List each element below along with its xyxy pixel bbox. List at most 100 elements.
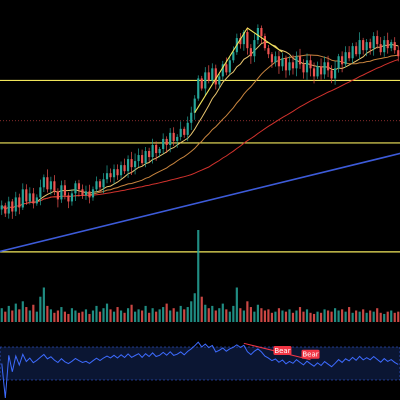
volume-bar — [302, 311, 305, 322]
volume-bar — [144, 305, 147, 322]
volume-bar — [204, 304, 207, 322]
candle — [11, 198, 14, 219]
candle — [284, 55, 288, 78]
volume-bar — [112, 311, 116, 322]
candle — [25, 184, 28, 205]
candle — [383, 36, 386, 57]
candle — [14, 191, 17, 217]
volume-bar — [25, 307, 28, 322]
volume-bar — [365, 312, 368, 322]
volume-bar — [190, 301, 193, 322]
candle — [263, 33, 266, 51]
candle-body — [151, 144, 154, 158]
pattern-line — [247, 27, 283, 53]
volume-bar — [126, 308, 130, 322]
candle — [74, 180, 77, 201]
volume-bar — [172, 308, 175, 322]
candle-body — [390, 42, 393, 49]
candle-body — [232, 52, 235, 61]
candle-body — [376, 36, 379, 45]
volume-bar — [305, 309, 309, 322]
volume-bar — [393, 312, 396, 322]
volume-bar — [116, 307, 119, 322]
candle — [228, 57, 231, 75]
candle-body — [53, 181, 56, 192]
volume-bar — [162, 307, 165, 322]
candle-body — [102, 179, 105, 188]
candle — [144, 147, 147, 168]
volume-bar — [351, 312, 354, 322]
candle — [18, 193, 21, 215]
candle — [295, 51, 298, 77]
candle — [393, 37, 396, 54]
candle-body — [323, 62, 326, 75]
candle-body — [260, 28, 263, 37]
candle — [134, 153, 137, 175]
volume-bar — [246, 301, 249, 322]
candle-body — [221, 64, 224, 77]
volume-bar — [348, 307, 351, 322]
candle — [302, 59, 305, 79]
volume-bar — [4, 311, 7, 322]
candle — [4, 202, 7, 218]
candle — [112, 164, 116, 185]
volume-bar — [165, 303, 168, 322]
candle — [274, 51, 277, 67]
candle-body — [319, 66, 323, 75]
candle-body — [63, 185, 66, 196]
candle — [256, 24, 259, 45]
candle-body — [105, 173, 109, 180]
volume-bar — [28, 310, 31, 322]
volume-bar — [309, 312, 312, 322]
volume-bar — [81, 311, 84, 322]
volume-bar — [253, 311, 256, 322]
candle — [102, 173, 105, 194]
candle-body — [393, 42, 396, 51]
candle-body — [253, 40, 256, 57]
candle — [21, 183, 24, 210]
candle — [95, 176, 98, 192]
volume-bar — [91, 310, 95, 322]
candle-body — [337, 56, 340, 69]
volume-bar — [77, 312, 81, 322]
volume-bar — [249, 307, 252, 322]
volume-bar — [105, 303, 109, 322]
trendline-group — [0, 152, 400, 253]
volume-bar — [155, 311, 158, 322]
candle-body — [284, 58, 288, 71]
volume-bar — [337, 310, 340, 322]
candle-body — [0, 205, 3, 210]
candle-body — [193, 98, 196, 113]
volume-bar — [270, 312, 274, 322]
candle-body — [351, 46, 354, 59]
candle — [204, 67, 207, 96]
volume-bar — [274, 311, 277, 322]
candle-body — [49, 181, 52, 190]
candle-body — [56, 191, 59, 200]
candle — [42, 174, 45, 193]
candle — [288, 56, 291, 76]
volume-bar — [242, 310, 245, 322]
volume-bar — [179, 305, 182, 322]
candle — [88, 184, 91, 204]
candle — [158, 146, 161, 158]
divergence-tags: Bear Bear — [243, 342, 320, 361]
candle — [326, 55, 330, 78]
candle-body — [91, 189, 95, 198]
candle-body — [70, 193, 74, 202]
volume-bar — [319, 312, 323, 322]
candle — [211, 63, 214, 83]
volume-pane — [0, 230, 400, 322]
candle-body — [372, 36, 375, 49]
volume-bar — [95, 305, 98, 322]
divergence-tag-box — [273, 345, 292, 355]
volume-bar — [397, 311, 400, 322]
candle-body — [148, 151, 151, 158]
candle-body — [183, 128, 186, 135]
candle — [35, 194, 38, 206]
candle — [148, 147, 151, 162]
candle — [277, 50, 281, 74]
candle-body — [291, 62, 295, 69]
volume-bar — [102, 308, 105, 322]
candle-body — [137, 155, 140, 162]
